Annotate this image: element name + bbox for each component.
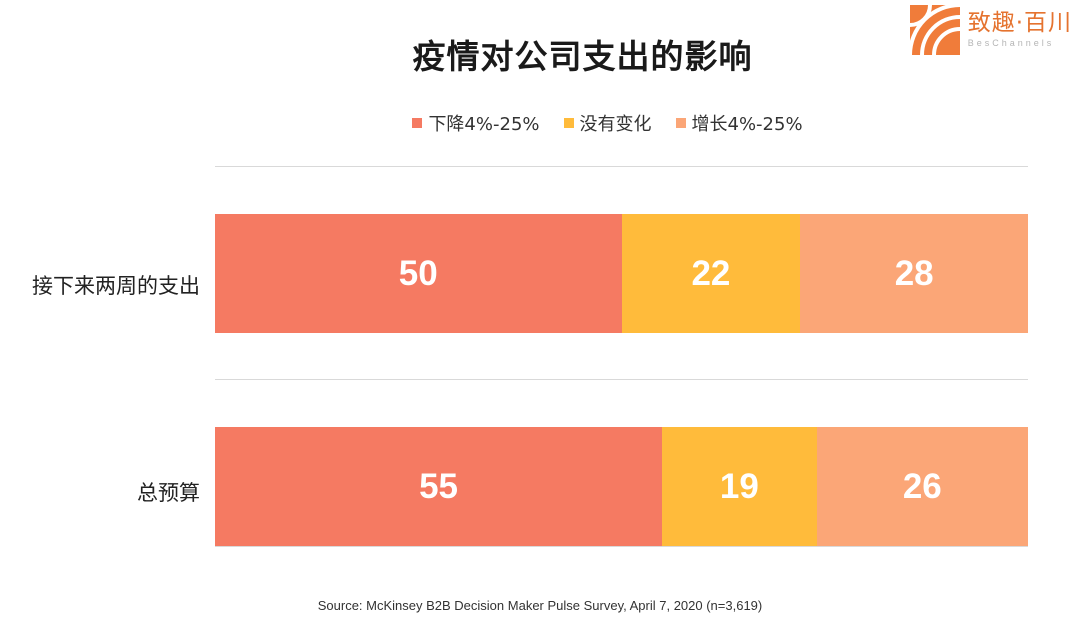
logo: 致趣·百川 BesChannels bbox=[909, 5, 1072, 55]
bar-segment-1-0: 55 bbox=[215, 427, 663, 546]
legend-swatch-1 bbox=[563, 118, 574, 128]
bar-segment-0-0: 50 bbox=[215, 214, 622, 333]
row-label-0: 接下来两周的支出 bbox=[32, 274, 200, 298]
legend-label-2: 增长4%-25% bbox=[691, 114, 803, 135]
data-label-1-1: 19 bbox=[719, 466, 759, 506]
bar-segment-0-1: 22 bbox=[621, 214, 801, 333]
legend-swatch-2 bbox=[675, 118, 686, 128]
row-label-1: 总预算 bbox=[137, 481, 200, 505]
data-label-0-2: 28 bbox=[894, 253, 934, 293]
data-label-0-0: 50 bbox=[398, 253, 438, 293]
legend-item-1: 没有变化 bbox=[563, 110, 652, 136]
legend-item-2: 增长4%-25% bbox=[675, 110, 803, 136]
bar-segment-1-2: 26 bbox=[816, 427, 1028, 546]
legend-label-0: 下降4%-25% bbox=[428, 114, 540, 135]
logo-mark-icon bbox=[909, 5, 960, 55]
data-label-1-2: 26 bbox=[902, 466, 942, 506]
legend-swatch-0 bbox=[412, 118, 423, 128]
bar-row-0: 50 22 28 bbox=[215, 214, 1028, 333]
data-label-0-1: 22 bbox=[691, 253, 731, 293]
bar-segment-0-2: 28 bbox=[800, 214, 1028, 333]
bar-row-1: 55 19 26 bbox=[215, 427, 1028, 546]
source-note: Source: McKinsey B2B Decision Maker Puls… bbox=[317, 598, 763, 613]
gridline-middle bbox=[215, 379, 1028, 380]
logo-text-en: BesChannels bbox=[967, 38, 1055, 48]
bar-segment-1-1: 19 bbox=[662, 427, 817, 546]
legend-label-1: 没有变化 bbox=[579, 114, 652, 135]
logo-text: 致趣·百川 BesChannels bbox=[968, 12, 1072, 48]
chart-title: 疫情对公司支出的影响 bbox=[412, 37, 753, 76]
data-label-1-0: 55 bbox=[419, 466, 459, 506]
legend-item-0: 下降4%-25% bbox=[412, 110, 540, 136]
gridline-top bbox=[215, 166, 1028, 167]
gridline-bottom bbox=[215, 546, 1028, 547]
legend: 下降4%-25% 没有变化 增长4%-25% bbox=[0, 110, 1080, 136]
logo-text-cn: 致趣·百川 bbox=[967, 10, 1072, 36]
